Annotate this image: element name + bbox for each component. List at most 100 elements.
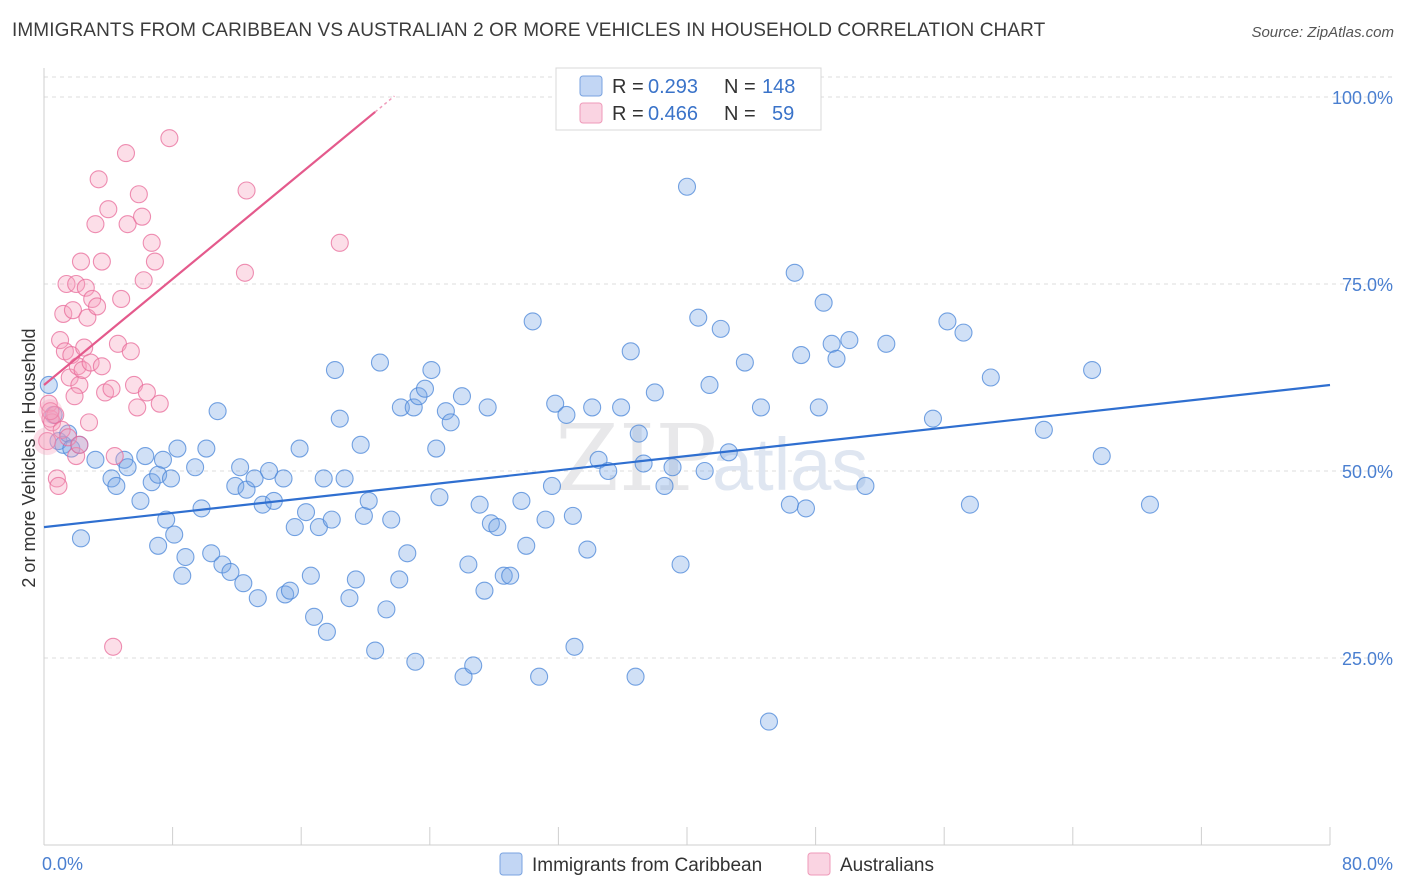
data-point-blue — [176, 547, 195, 567]
data-point-blue — [168, 439, 187, 458]
data-point-blue — [427, 439, 446, 458]
series-legend: Immigrants from Caribbean Australians — [499, 852, 934, 876]
legend-n-value-2: 59 — [772, 103, 794, 125]
data-point-blue — [512, 491, 531, 510]
data-point-pink — [65, 387, 84, 406]
data-point-blue — [436, 402, 455, 421]
data-point-blue — [173, 566, 192, 585]
data-point-blue — [165, 525, 184, 544]
data-point-blue — [118, 458, 137, 477]
data-point-blue — [285, 518, 304, 537]
data-point-pink — [47, 469, 66, 488]
data-point-blue — [827, 349, 846, 368]
data-point-blue — [583, 398, 602, 417]
data-point-blue — [136, 446, 155, 466]
data-point-blue — [382, 510, 401, 529]
data-point-blue — [274, 469, 293, 488]
data-point-blue — [208, 402, 227, 421]
data-point-blue — [663, 458, 682, 477]
data-point-blue — [296, 503, 316, 522]
data-point-blue — [626, 667, 645, 686]
data-point-blue — [153, 450, 173, 469]
x-tick-label-min: 0.0% — [42, 854, 83, 874]
data-point-blue — [645, 383, 664, 402]
data-point-blue — [231, 458, 250, 477]
data-point-pink — [67, 446, 86, 466]
trendline-australians — [43, 111, 376, 386]
data-point-pink — [63, 301, 82, 320]
data-point-pink — [104, 637, 123, 656]
data-point-pink-cluster — [33, 427, 62, 456]
data-point-pink — [81, 353, 100, 372]
data-point-pink — [235, 263, 254, 282]
data-point-blue — [923, 409, 942, 428]
data-point-blue — [478, 398, 497, 417]
data-point-blue — [809, 398, 828, 417]
data-point-blue — [325, 360, 345, 380]
data-point-pink — [330, 233, 349, 252]
data-point-pink — [112, 289, 131, 309]
data-point-pink — [39, 394, 58, 413]
data-point-pink — [67, 274, 86, 294]
data-point-blue — [530, 667, 549, 686]
data-point-pink — [70, 375, 89, 395]
chart-title: IMMIGRANTS FROM CARIBBEAN VS AUSTRALIAN … — [12, 20, 1046, 41]
data-point-pink — [99, 200, 118, 219]
legend-r-label-2: R = — [612, 103, 644, 125]
data-point-blue — [557, 405, 576, 424]
bottom-legend-swatch-pink — [807, 852, 831, 876]
data-point-blue — [340, 589, 359, 608]
data-point-blue — [404, 398, 423, 417]
data-point-blue — [441, 413, 460, 432]
data-point-blue — [186, 458, 205, 477]
data-point-blue — [149, 536, 168, 555]
legend-swatch-blue — [579, 75, 603, 97]
data-point-blue — [470, 495, 489, 514]
data-point-blue — [290, 439, 309, 458]
data-point-blue — [161, 469, 181, 488]
data-point-blue — [700, 375, 719, 395]
data-point-blue — [301, 566, 320, 585]
data-point-blue — [695, 461, 714, 481]
data-point-blue — [856, 476, 875, 496]
data-point-blue — [335, 469, 354, 488]
data-point-pink — [51, 331, 70, 350]
data-point-blue — [71, 529, 91, 548]
data-point-blue — [354, 506, 373, 525]
data-point-blue — [563, 506, 582, 525]
data-point-pink — [92, 357, 111, 376]
data-point-pink — [38, 432, 57, 451]
data-point-blue — [536, 510, 555, 529]
data-point-blue — [780, 495, 799, 514]
data-point-pink — [75, 338, 94, 357]
bottom-legend-label-pink: Australians — [840, 855, 934, 876]
data-point-blue — [735, 353, 754, 372]
data-point-pink — [150, 394, 169, 413]
data-point-pink — [92, 252, 111, 271]
data-point-pink — [116, 144, 136, 163]
data-point-blue — [409, 387, 428, 406]
data-point-pink — [237, 181, 256, 200]
data-point-blue — [629, 424, 648, 443]
data-point-blue — [422, 360, 441, 380]
data-point-pink — [59, 428, 78, 447]
data-point-blue — [202, 544, 221, 563]
axes — [43, 68, 1331, 846]
data-point-blue — [501, 566, 520, 585]
data-point-blue — [711, 319, 730, 338]
y-axis-label: 2 or more Vehicles in Household — [19, 328, 39, 587]
data-point-pink — [129, 185, 148, 204]
data-point-blue — [157, 510, 176, 529]
data-point-blue — [981, 368, 1000, 387]
data-point-blue — [488, 518, 507, 537]
data-point-pink — [76, 278, 95, 297]
data-point-blue — [475, 581, 494, 600]
legend-r-value-2: 0.466 — [648, 103, 698, 125]
data-point-pink — [57, 274, 76, 294]
data-point-blue — [578, 540, 597, 559]
data-point-pink — [133, 207, 152, 226]
data-point-pink — [49, 476, 68, 496]
data-point-blue — [390, 570, 409, 589]
data-point-pink — [79, 413, 99, 432]
data-point-pink — [105, 446, 124, 466]
